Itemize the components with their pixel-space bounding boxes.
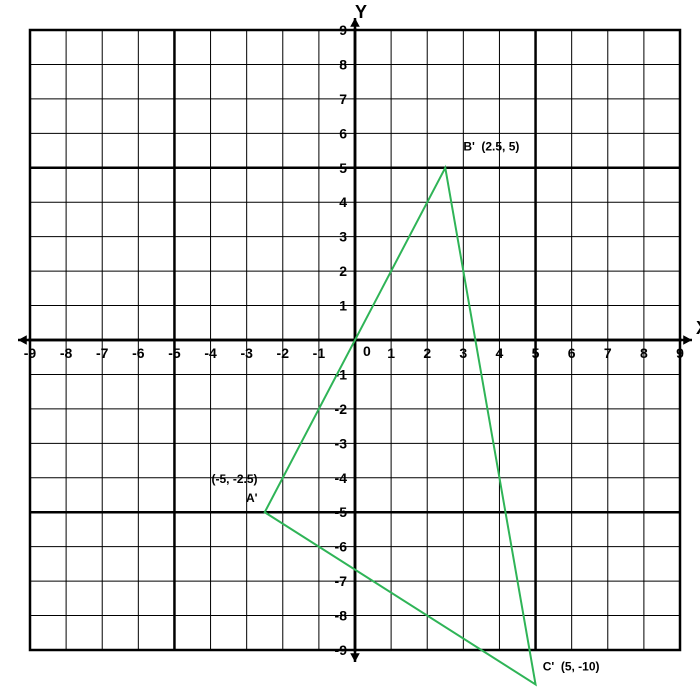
y-tick-label: 1 <box>339 298 347 314</box>
x-tick-label: -6 <box>132 345 145 361</box>
y-tick-label: -9 <box>335 642 348 658</box>
y-axis-label: Y <box>355 2 367 22</box>
x-tick-label: -3 <box>240 345 253 361</box>
y-tick-label: -4 <box>335 470 348 486</box>
y-tick-label: -3 <box>335 435 348 451</box>
point-label: B' <box>463 140 475 154</box>
y-tick-label: -5 <box>335 504 348 520</box>
axis-names: XY <box>355 2 700 338</box>
x-tick-label: -1 <box>313 345 326 361</box>
y-tick-label: 8 <box>339 56 347 72</box>
y-tick-label: -8 <box>335 608 348 624</box>
coordinate-plane: -9 -8 -7 -6 -5 -4 -3 -2 -1 1 2 3 4 5 6 7 8 9 1 2 3 4 5 6 7 8 9 -9 -8… <box>0 0 700 700</box>
triangle <box>265 168 536 685</box>
y-tick-label: -7 <box>335 573 348 589</box>
y-tick-label: 6 <box>339 125 347 141</box>
point-label: (2.5, 5) <box>481 140 519 154</box>
x-tick-label: 1 <box>387 345 395 361</box>
x-axis-label: X <box>696 318 700 338</box>
y-tick-label: 9 <box>339 22 347 38</box>
y-tick-label: 2 <box>339 263 347 279</box>
point-label: (5, -10) <box>561 660 600 674</box>
x-tick-label: 3 <box>459 345 467 361</box>
origin-label: 0 <box>363 343 371 359</box>
y-tick-label: 7 <box>339 91 347 107</box>
x-tick-label: 4 <box>496 345 504 361</box>
y-tick-label: -2 <box>335 401 348 417</box>
shapes <box>265 168 536 685</box>
x-tick-label: 7 <box>604 345 612 361</box>
x-tick-label: -5 <box>168 345 181 361</box>
point-labels: (-5, -2.5) A' B' (2.5, 5) C' (5, -10) <box>211 140 599 674</box>
point-label: (-5, -2.5) <box>211 472 257 486</box>
y-tick-label: 5 <box>339 160 347 176</box>
x-tick-label: -2 <box>277 345 290 361</box>
point-label: C' <box>543 660 555 674</box>
x-tick-label: -7 <box>96 345 109 361</box>
y-tick-label: 3 <box>339 229 347 245</box>
y-tick-label: -6 <box>335 539 348 555</box>
y-tick-label: 4 <box>339 194 347 210</box>
x-tick-label: 8 <box>640 345 648 361</box>
x-tick-label: -4 <box>204 345 217 361</box>
x-tick-label: 6 <box>568 345 576 361</box>
x-tick-label: 2 <box>423 345 431 361</box>
point-label: A' <box>246 491 258 505</box>
x-tick-label: -9 <box>24 345 37 361</box>
x-tick-label: 9 <box>676 345 684 361</box>
x-tick-label: 5 <box>532 345 540 361</box>
x-tick-label: -8 <box>60 345 73 361</box>
